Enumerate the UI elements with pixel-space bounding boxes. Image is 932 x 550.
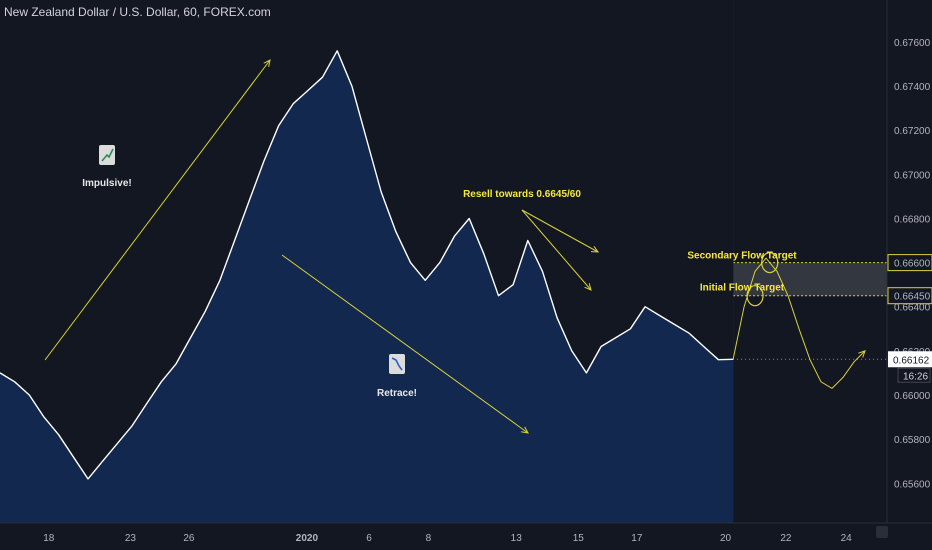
x-tick-label: 8 — [426, 533, 432, 544]
impulsive-label: Impulsive! — [82, 178, 131, 189]
impulse-arrow — [44, 59, 271, 361]
secondary-target-price — [887, 254, 932, 272]
secondary-target-label: Secondary Flow Target — [687, 251, 797, 262]
y-tick-label: 0.67000 — [894, 170, 931, 181]
initial-target-price-text: 0.66450 — [894, 292, 931, 303]
x-tick-label: 13 — [511, 533, 523, 544]
price-badges: 0.66162 16:26 — [733, 351, 932, 383]
countdown-badge — [897, 367, 931, 383]
retrace-label: Retrace! — [377, 388, 417, 399]
chart-up-icon-glyph — [101, 148, 114, 162]
chart-down-icon — [389, 354, 405, 374]
initial-target-label: Initial Flow Target — [700, 283, 785, 294]
projection-arrow-head — [858, 350, 866, 358]
x-tick-label: 20 — [720, 533, 732, 544]
current-price-text: 0.66162 — [893, 355, 930, 366]
resell-arrow-secondary — [521, 209, 599, 253]
x-tick-label: 22 — [780, 533, 792, 544]
countdown-text: 16:26 — [903, 371, 928, 382]
last-bar-marker — [733, 0, 734, 523]
resell-arrow-initial-head — [584, 283, 592, 291]
x-tick-label: 26 — [183, 533, 195, 544]
resell-arrow-initial — [521, 209, 592, 291]
y-tick-label: 0.67400 — [894, 82, 931, 93]
y-tick-label: 0.67200 — [894, 126, 931, 137]
x-tick-label: 23 — [125, 533, 137, 544]
y-tick-label: 0.67600 — [894, 38, 931, 49]
y-tick-label: 0.65800 — [894, 435, 931, 446]
y-tick-label: 0.66000 — [894, 391, 931, 402]
target-zone-layer — [733, 0, 887, 523]
secondary-target-price-text: 0.66600 — [894, 259, 931, 270]
chart-title: New Zealand Dollar / U.S. Dollar, 60, FO… — [4, 5, 271, 19]
drawings-layer: Impulsive! Retrace! Resell towards 0.6645/… — [44, 59, 866, 434]
initial-target-price — [887, 287, 932, 305]
secondary-target-circle — [761, 252, 779, 274]
price-line — [0, 50, 734, 480]
y-tick-label: 0.66800 — [894, 214, 931, 225]
x-tick-label: 18 — [43, 533, 55, 544]
initial-target-circle — [746, 285, 764, 307]
resell-label: Resell towards 0.6645/60 — [463, 189, 581, 200]
chart-down-icon-glyph — [391, 357, 403, 371]
price-area-fill — [0, 50, 734, 524]
x-tick-label: 2020 — [296, 533, 319, 544]
y-tick-label: 0.66400 — [894, 303, 931, 314]
projection-path — [732, 257, 866, 390]
x-tick-label: 24 — [841, 533, 853, 544]
settings-gear-icon — [876, 526, 888, 538]
y-tick-label: 0.65600 — [894, 479, 931, 490]
impulse-arrow-head — [263, 59, 271, 67]
time-axis[interactable]: 18 23 26 2020 6 8 13 15 17 20 22 24 — [43, 526, 888, 544]
x-tick-label: 15 — [573, 533, 585, 544]
resell-arrow-secondary-head — [590, 245, 600, 253]
retrace-arrow — [281, 254, 529, 434]
x-tick-label: 17 — [631, 533, 643, 544]
x-tick-label: 6 — [366, 533, 372, 544]
target-zone — [733, 262, 887, 296]
current-price-badge — [888, 351, 932, 368]
retrace-arrow-head — [521, 426, 529, 434]
